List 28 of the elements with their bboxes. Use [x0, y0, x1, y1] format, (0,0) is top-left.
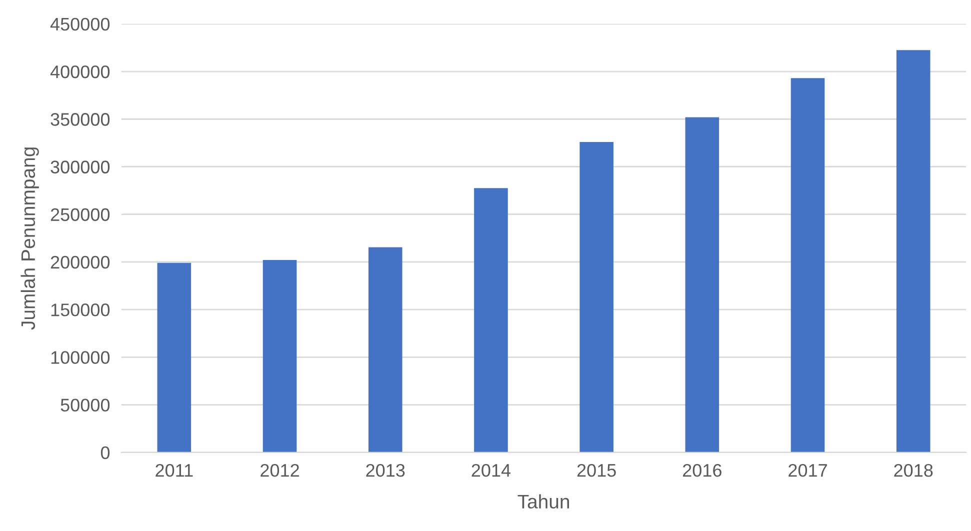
y-tick-label: 150000 [51, 304, 110, 316]
bar [685, 117, 720, 452]
x-tick-label: 2017 [788, 464, 827, 477]
x-tick-label: 2018 [894, 464, 933, 477]
bar [262, 260, 297, 452]
y-tick-label: 200000 [50, 256, 110, 269]
bar [896, 50, 930, 452]
bar [790, 78, 825, 452]
y-tick-label: 0 [100, 446, 110, 460]
bar [580, 142, 614, 452]
y-tick-label: 300000 [50, 160, 110, 174]
x-tick-label: 2013 [366, 464, 405, 477]
y-tick-label: 50000 [60, 398, 110, 412]
x-tick-label: 2011 [156, 464, 193, 477]
y-tick-label: 450000 [50, 18, 110, 31]
y-tick-label: 250000 [50, 208, 110, 222]
x-tick-label: 2012 [260, 464, 299, 477]
x-tick-label: 2015 [577, 464, 616, 477]
bar [157, 262, 192, 452]
bar [474, 188, 508, 452]
y-tick-label: 100000 [51, 351, 110, 364]
y-axis-title: Jumlah Penunmpang [20, 148, 39, 330]
y-tick-label: 350000 [50, 113, 110, 126]
x-axis-title: Tahun [518, 494, 569, 509]
x-tick-label: 2014 [472, 464, 511, 477]
x-tick-label: 2016 [682, 464, 722, 477]
y-tick-label: 400000 [50, 65, 110, 78]
bar [368, 247, 402, 452]
